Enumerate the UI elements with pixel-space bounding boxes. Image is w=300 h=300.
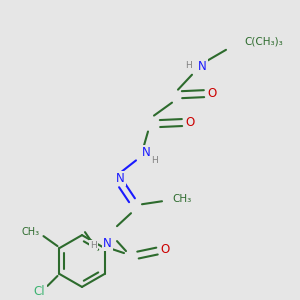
Text: CH₃: CH₃	[172, 194, 191, 204]
Text: O: O	[207, 87, 217, 100]
Text: N: N	[116, 172, 124, 185]
Text: H: H	[90, 241, 97, 250]
Text: O: O	[160, 243, 169, 256]
Text: H: H	[185, 61, 192, 70]
Text: O: O	[185, 116, 195, 129]
Text: N: N	[142, 146, 151, 159]
Text: CH₃: CH₃	[21, 227, 40, 237]
Text: Cl: Cl	[34, 285, 46, 298]
Text: C(CH₃)₃: C(CH₃)₃	[244, 37, 283, 47]
Text: N: N	[198, 60, 207, 73]
Text: N: N	[103, 237, 112, 250]
Text: H: H	[151, 156, 158, 165]
